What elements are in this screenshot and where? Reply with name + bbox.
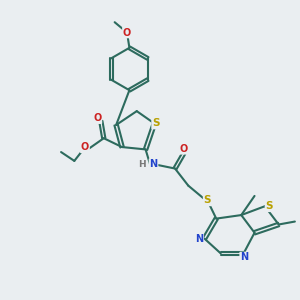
Text: O: O: [81, 142, 89, 152]
Text: S: S: [204, 195, 211, 205]
Text: O: O: [180, 144, 188, 154]
Text: S: S: [266, 201, 273, 211]
Text: N: N: [149, 159, 158, 169]
Text: N: N: [240, 253, 248, 262]
Text: O: O: [123, 28, 131, 38]
Text: N: N: [195, 234, 203, 244]
Text: H: H: [138, 160, 146, 169]
Text: O: O: [93, 113, 101, 123]
Text: S: S: [152, 118, 160, 128]
